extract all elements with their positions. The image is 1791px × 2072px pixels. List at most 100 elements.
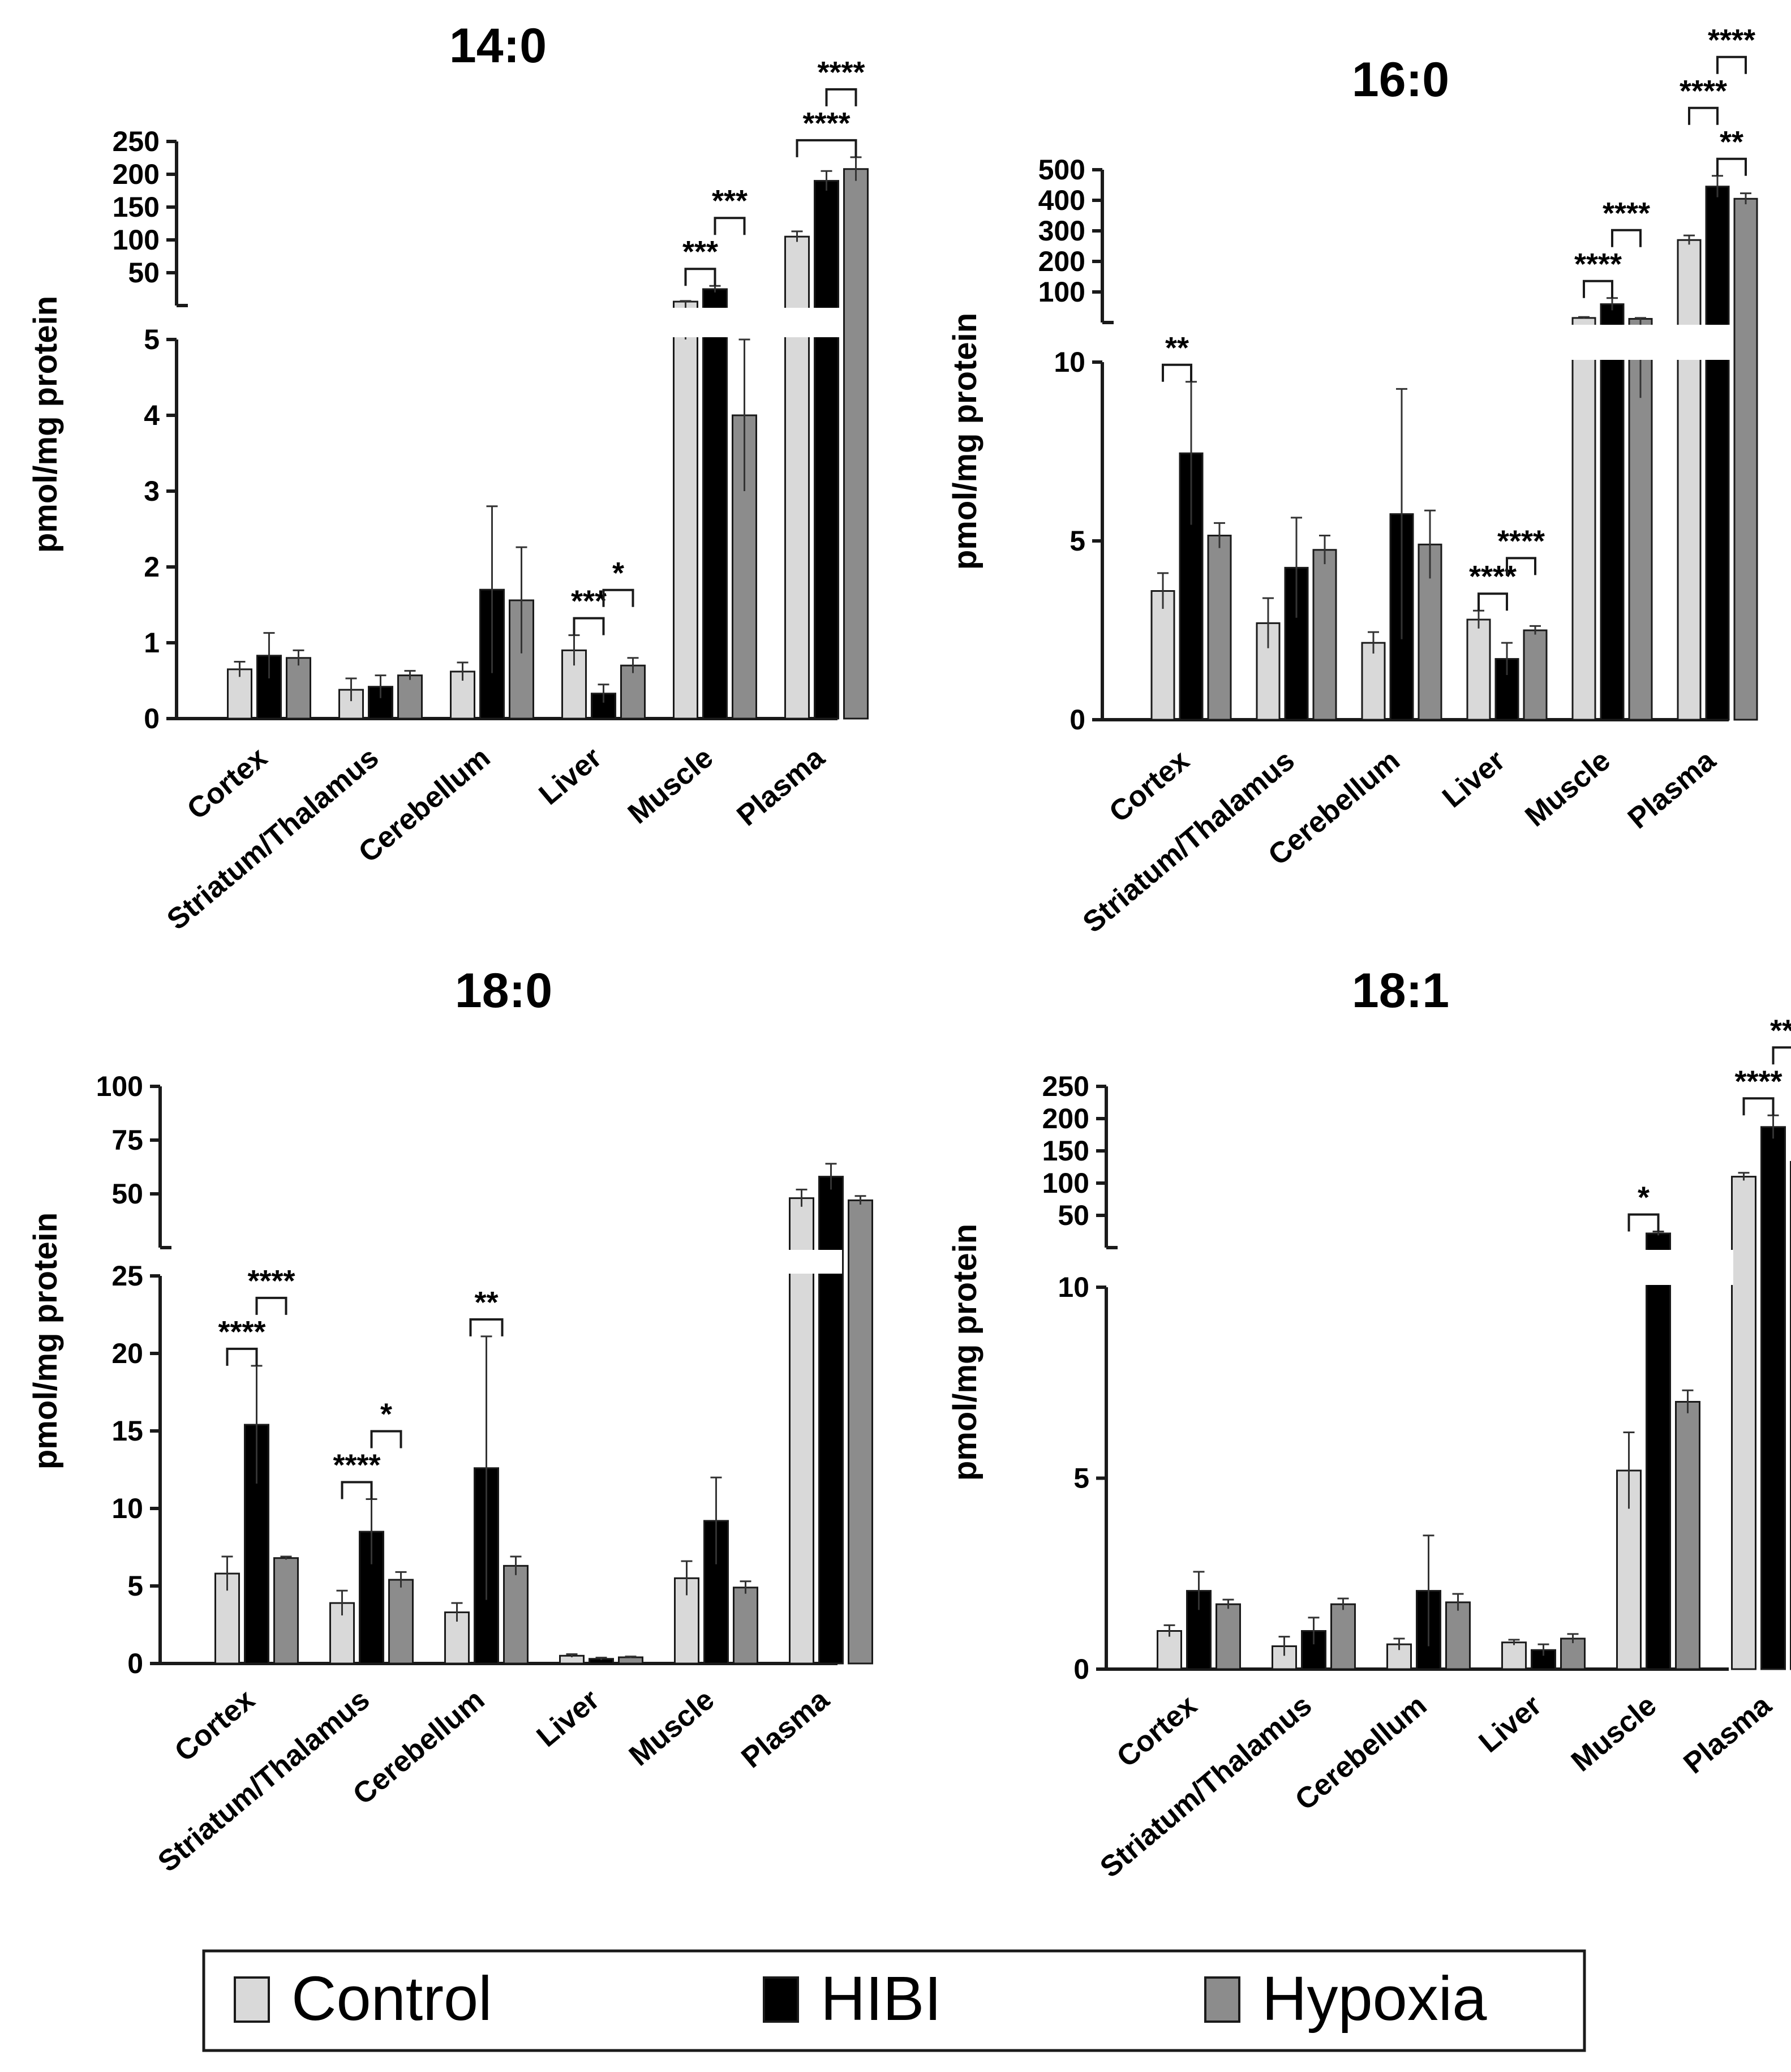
significance-label: * <box>380 1398 392 1432</box>
y-tick-label: 100 <box>1038 276 1085 308</box>
significance-label: **** <box>1469 560 1517 594</box>
significance-label: **** <box>817 55 865 89</box>
x-tick-label: Muscle <box>1519 744 1616 833</box>
significance-label: **** <box>1497 524 1545 558</box>
x-tick-label: Liver <box>533 741 608 811</box>
y-tick-label: 50 <box>128 257 160 289</box>
significance-label: **** <box>1574 247 1622 281</box>
bar-hypoxia-plasma <box>848 1199 873 1665</box>
legend-label-control: Control <box>291 1964 492 2034</box>
y-tick-label: 75 <box>111 1124 143 1156</box>
legend-swatch-hypoxia <box>1204 1976 1240 2023</box>
y-tick-label: 300 <box>1038 215 1085 247</box>
y-axis-label: pmol/mg protein <box>27 296 64 553</box>
y-tick-label: 500 <box>1038 154 1085 186</box>
y-tick-label: 50 <box>111 1178 143 1210</box>
y-tick-label: 200 <box>1038 246 1085 277</box>
bar-control-muscle <box>1571 317 1596 721</box>
bar-hypoxia-liver <box>1523 629 1548 721</box>
chart-title: 18:1 <box>1352 964 1449 1018</box>
bar-hibi-plasma <box>818 1176 844 1665</box>
bar-control-cortex <box>227 668 252 720</box>
y-tick-label: 5 <box>127 1570 143 1602</box>
legend: Control HIBI Hypoxia <box>202 1949 1586 2052</box>
significance-bracket <box>370 1430 402 1448</box>
bar-hypoxia-cortex <box>286 657 311 720</box>
bar-hypoxia-cortex <box>1207 535 1232 721</box>
bar-hibi-muscle <box>1646 1232 1671 1670</box>
legend-swatch-hibi <box>763 1976 799 2023</box>
significance-label: * <box>1638 1181 1650 1215</box>
bar-hibi-plasma <box>814 180 839 720</box>
bar-hypoxia-liver <box>618 1656 643 1665</box>
axis-break-gap <box>1111 1250 1733 1285</box>
y-tick-label: 5 <box>1070 525 1085 557</box>
y-tick-label: 250 <box>1042 1071 1089 1102</box>
x-tick-label: Muscle <box>622 741 719 831</box>
significance-bracket <box>1506 557 1536 575</box>
legend-label-hibi: HIBI <box>821 1964 942 2034</box>
significance-bracket <box>1742 1097 1775 1116</box>
bar-control-liver <box>1466 618 1491 721</box>
y-tick-label: 3 <box>144 475 160 507</box>
bar-control-plasma <box>1677 239 1702 721</box>
significance-label: **** <box>1708 23 1755 57</box>
bar-control-cortex <box>1150 590 1175 721</box>
y-tick-label: 150 <box>1042 1135 1089 1167</box>
significance-label: *** <box>571 584 607 618</box>
y-tick-label: 5 <box>1073 1463 1089 1494</box>
significance-bracket <box>684 268 716 286</box>
y-tick-label: 100 <box>96 1071 143 1102</box>
bar-hypoxia-muscle <box>1675 1401 1700 1670</box>
bar-hypoxia-striatum-thalamus <box>388 1579 414 1665</box>
x-tick-label: Striatum/Thalamus <box>1094 1689 1318 1884</box>
x-tick-label: Striatum/Thalamus <box>161 741 385 936</box>
bar-control-muscle <box>673 300 698 720</box>
bar-hypoxia-plasma <box>843 168 869 720</box>
x-tick-label: Striatum/Thalamus <box>152 1683 376 1878</box>
bar-hypoxia-cortex <box>1216 1603 1241 1670</box>
significance-label: *** <box>712 184 748 218</box>
x-tick-label: Cortex <box>1103 744 1196 829</box>
bar-hibi-plasma <box>1705 186 1730 721</box>
y-tick-label: 200 <box>1042 1103 1089 1134</box>
y-tick-label: 200 <box>113 158 160 190</box>
y-tick-label: 0 <box>1073 1653 1089 1685</box>
significance-label: *** <box>1770 1013 1791 1047</box>
y-tick-label: 25 <box>111 1260 143 1292</box>
axis-break-gap <box>181 308 842 337</box>
significance-label: ** <box>1165 331 1189 365</box>
significance-label: **** <box>802 106 850 140</box>
y-tick-label: 10 <box>1054 346 1085 378</box>
bar-hypoxia-striatum-thalamus <box>1330 1603 1356 1670</box>
x-tick-label: Liver <box>531 1683 605 1753</box>
significance-bracket <box>825 88 857 106</box>
chart-panel-3: 18:0 pmol/mg protein 0 5 10 15 20 25 50 75 100 Cort… <box>27 964 873 1878</box>
significance-bracket <box>602 588 634 607</box>
axis-break-gap <box>165 1250 842 1274</box>
legend-label-hypoxia: Hypoxia <box>1262 1964 1487 2034</box>
x-tick-label: Muscle <box>1565 1689 1663 1778</box>
y-tick-label: 400 <box>1038 184 1085 216</box>
bar-hypoxia-cerebellum <box>1445 1601 1471 1670</box>
y-tick-label: 10 <box>1058 1271 1089 1303</box>
bar-hypoxia-liver <box>620 664 646 720</box>
significance-label: *** <box>682 235 718 269</box>
chart-title: 16:0 <box>1352 53 1449 107</box>
x-tick-label: Plasma <box>735 1683 836 1774</box>
y-tick-label: 0 <box>127 1648 143 1679</box>
significance-bracket <box>714 217 746 235</box>
significance-bracket <box>1716 55 1747 74</box>
y-tick-label: 100 <box>113 224 160 256</box>
y-tick-label: 50 <box>1058 1200 1089 1231</box>
significance-bracket <box>1772 1046 1791 1065</box>
significance-bracket <box>573 617 605 635</box>
significance-bracket <box>1583 280 1613 298</box>
bar-hibi-muscle <box>1600 303 1625 721</box>
x-tick-label: Muscle <box>623 1683 720 1773</box>
significance-label: ** <box>474 1286 498 1319</box>
y-axis-label: pmol/mg protein <box>947 1224 983 1481</box>
bar-hypoxia-liver <box>1560 1637 1586 1670</box>
